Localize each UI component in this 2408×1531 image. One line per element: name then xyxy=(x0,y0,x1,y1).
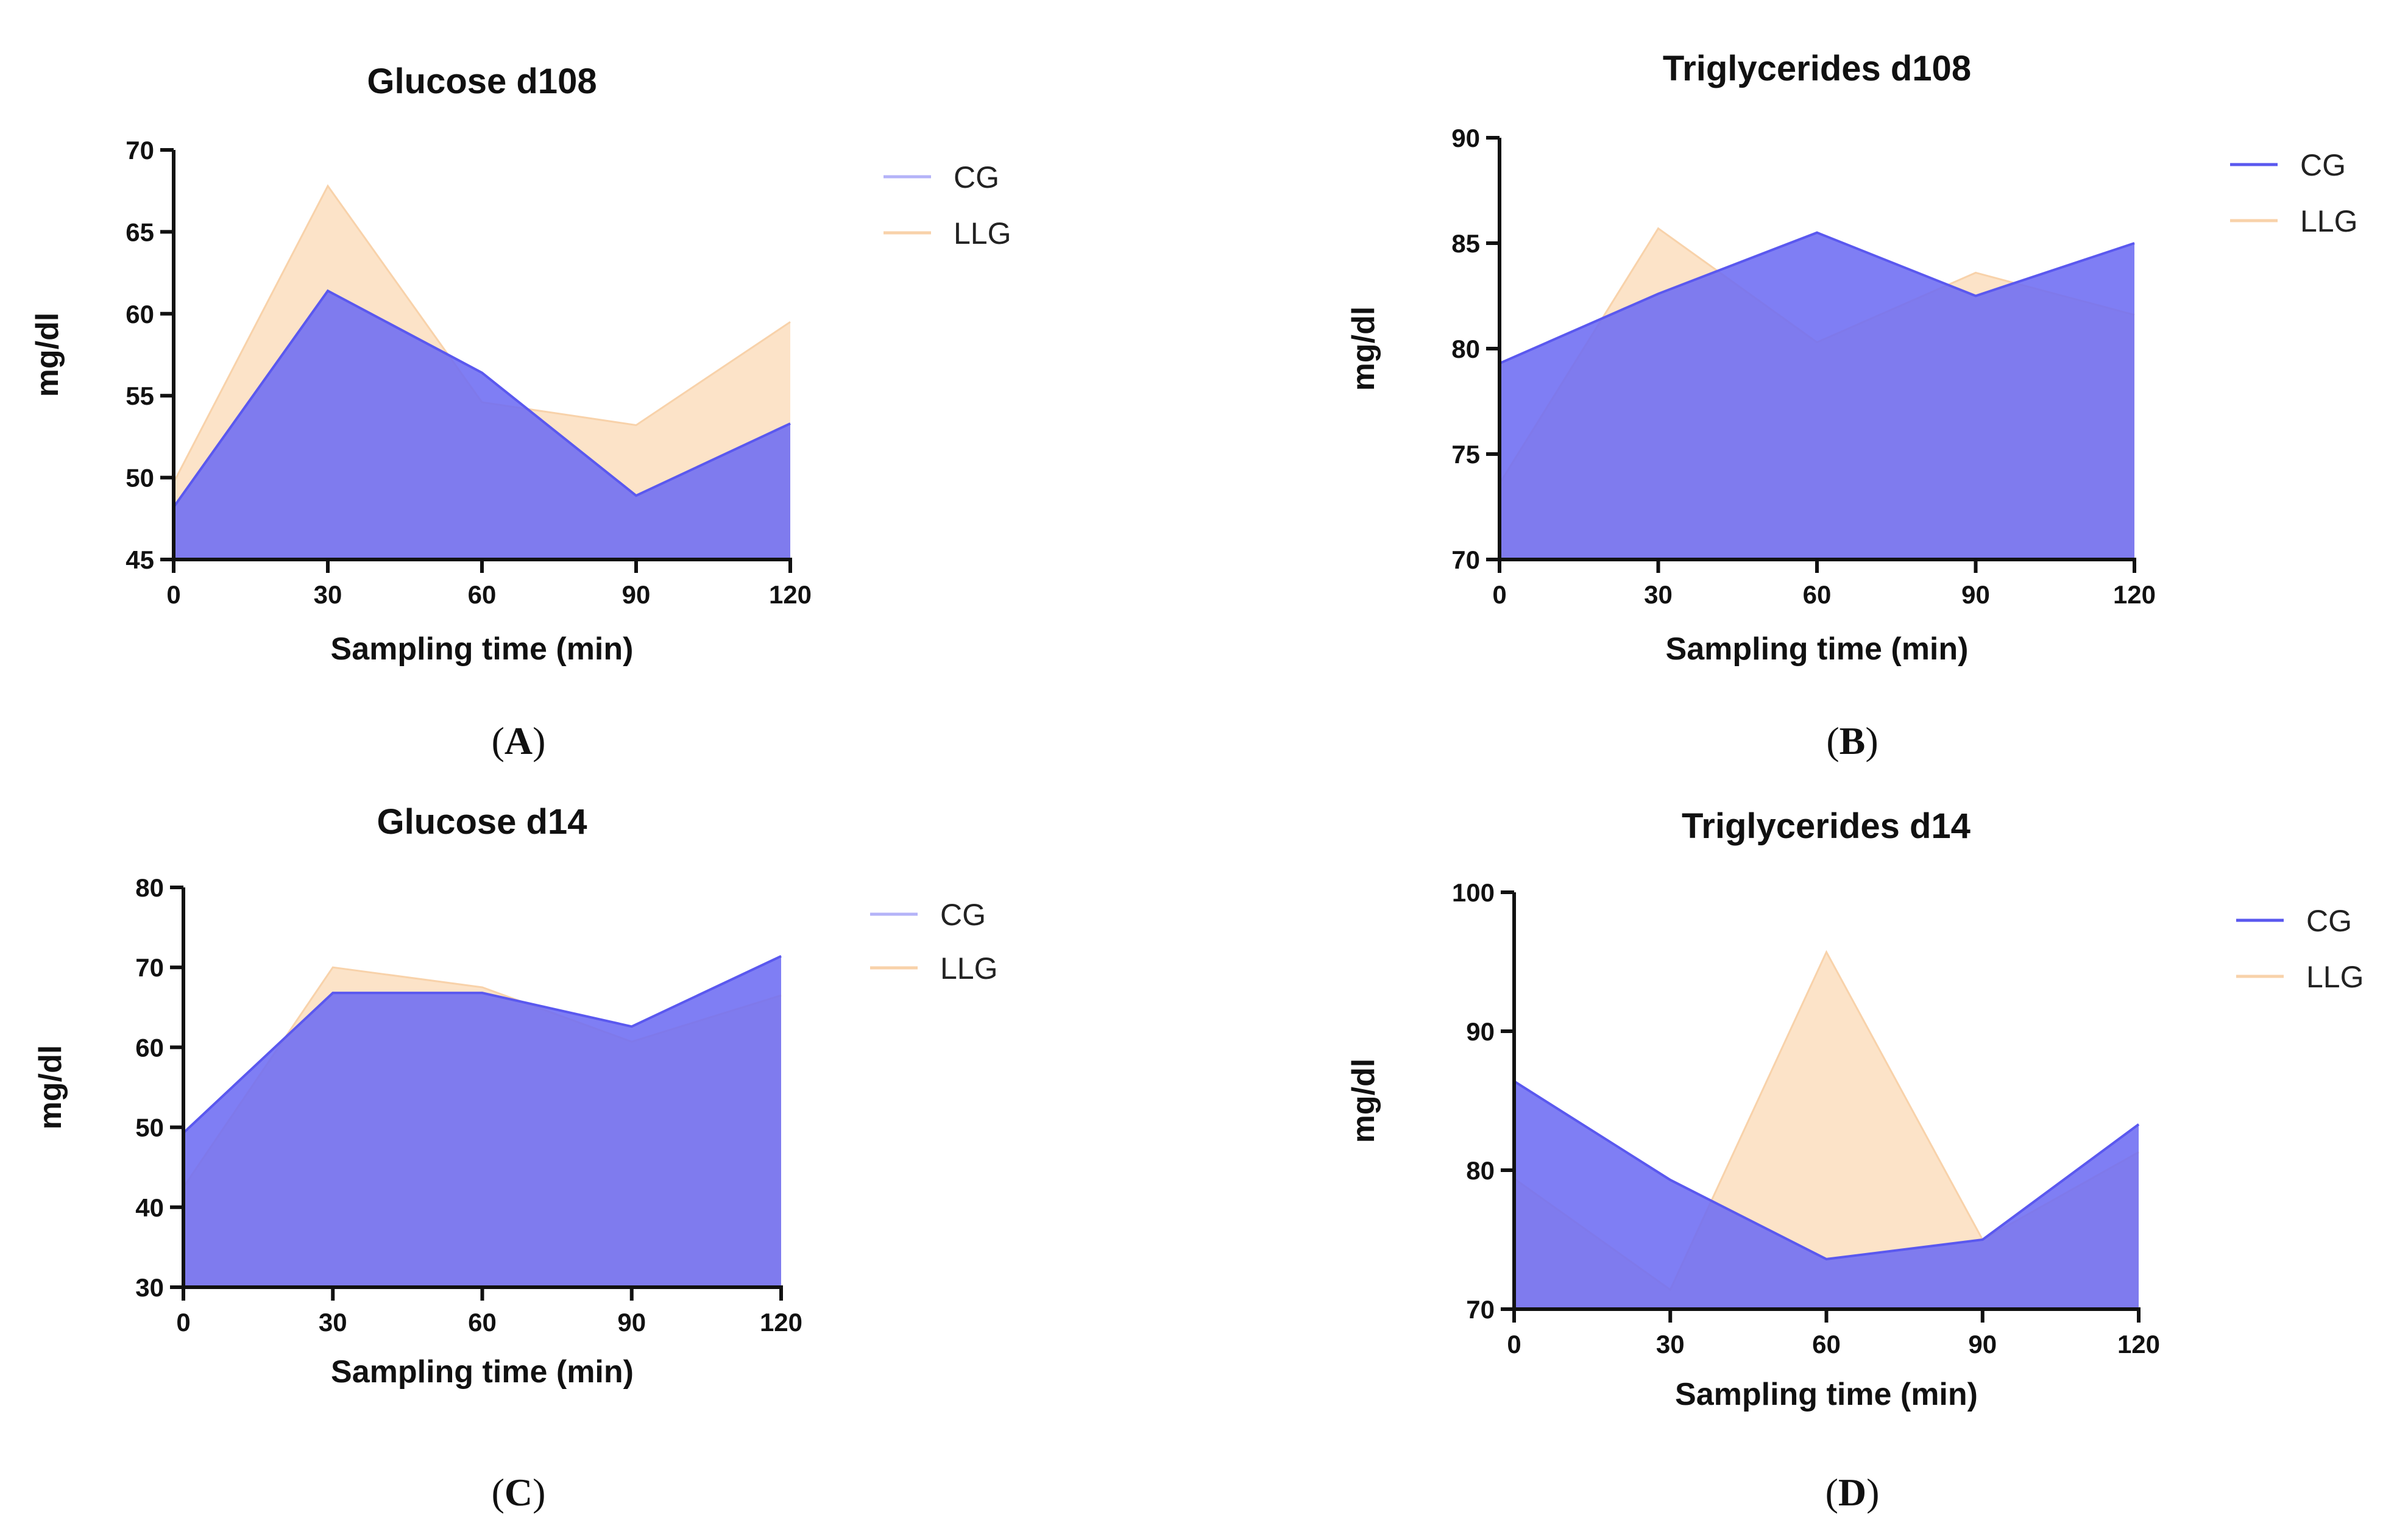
series-line-cg xyxy=(182,955,782,1134)
chart-panel-d: 70 80 90 100 0 30 60 90 120 Triglycerides d14 Samp… xyxy=(1346,806,2364,1514)
x-tick-label: 90 xyxy=(1968,1330,1997,1359)
y-tick-label: 65 xyxy=(126,218,154,246)
x-axis-title: Sampling time (min) xyxy=(1666,631,1969,667)
chart-title: Glucose d14 xyxy=(377,802,587,842)
series-area-cg xyxy=(1500,232,2134,559)
series-line-cg xyxy=(172,289,791,508)
y-tick-label: 100 xyxy=(1452,878,1495,907)
legend-label-cg: CG xyxy=(2306,904,2352,938)
x-tick-label: 120 xyxy=(769,580,812,609)
y-tick-label: 50 xyxy=(126,464,154,492)
y-tick-label: 60 xyxy=(126,300,154,329)
y-tick-label: 80 xyxy=(1451,335,1480,363)
x-tick-label: 30 xyxy=(319,1308,347,1337)
x-tick-label: 60 xyxy=(1803,580,1832,609)
x-tick-label: 120 xyxy=(2113,580,2156,609)
x-tick-label: 60 xyxy=(1812,1330,1841,1359)
panel-label-letter: B xyxy=(1840,719,1866,762)
y-tick-label: 60 xyxy=(135,1033,164,1062)
panel-label-open-paren: ( xyxy=(492,719,505,762)
x-tick-label: 30 xyxy=(314,580,342,609)
y-axis-title: mg/dl xyxy=(30,313,65,397)
panel-label-close-paren: ) xyxy=(533,1471,545,1514)
panel-label-close-paren: ) xyxy=(1865,719,1878,762)
y-tick-label: 40 xyxy=(135,1193,164,1222)
panel-label: (A) xyxy=(492,719,546,762)
panel-label-open-paren: ( xyxy=(1825,1471,1838,1514)
series-area-cg xyxy=(1514,1081,2139,1309)
legend-label-cg: CG xyxy=(2300,148,2346,182)
panel-label-open-paren: ( xyxy=(492,1471,505,1514)
y-tick-label: 70 xyxy=(135,953,164,982)
x-axis-title: Sampling time (min) xyxy=(331,631,634,667)
y-tick-label: 85 xyxy=(1451,229,1480,258)
series-area-llg xyxy=(1514,952,2139,1309)
y-tick-label: 75 xyxy=(1451,440,1480,469)
legend-label-cg: CG xyxy=(940,898,986,932)
chart-panel-a: 45 50 55 60 65 70 0 30 60 90 120 Glucose d108 Sampli… xyxy=(30,62,1011,762)
x-tick-label: 30 xyxy=(1656,1330,1685,1359)
legend-label-llg: LLG xyxy=(954,216,1011,250)
legend-label-llg: LLG xyxy=(940,951,998,986)
y-tick-label: 45 xyxy=(126,545,154,574)
x-tick-label: 60 xyxy=(468,580,497,609)
y-tick-label: 70 xyxy=(126,136,154,165)
series-area-cg xyxy=(174,291,790,559)
y-tick-label: 50 xyxy=(135,1114,164,1142)
panel-label-letter: A xyxy=(505,719,533,762)
chart-title: Triglycerides d14 xyxy=(1682,806,1971,846)
y-tick-label: 70 xyxy=(1451,545,1480,574)
x-tick-label: 0 xyxy=(176,1308,190,1337)
x-tick-label: 90 xyxy=(617,1308,646,1337)
x-tick-label: 120 xyxy=(2117,1330,2160,1359)
x-tick-label: 0 xyxy=(1492,580,1506,609)
x-axis-title: Sampling time (min) xyxy=(331,1354,634,1390)
panel-label-close-paren: ) xyxy=(533,719,545,762)
chart-title: Triglycerides d108 xyxy=(1663,49,1971,88)
legend-label-llg: LLG xyxy=(2306,960,2364,994)
y-axis-title: mg/dl xyxy=(33,1045,68,1130)
series-line-cg xyxy=(1513,1080,2140,1260)
chart-title: Glucose d108 xyxy=(367,62,597,101)
x-axis-title: Sampling time (min) xyxy=(1675,1377,1978,1412)
series-area-cg xyxy=(183,956,781,1287)
y-tick-label: 80 xyxy=(135,873,164,902)
y-tick-label: 90 xyxy=(1451,124,1480,152)
x-tick-label: 120 xyxy=(760,1308,802,1337)
series-line-cg xyxy=(1499,231,2135,365)
x-tick-label: 60 xyxy=(468,1308,497,1337)
x-tick-label: 30 xyxy=(1644,580,1673,609)
y-tick-label: 80 xyxy=(1466,1156,1495,1185)
panel-label: (C) xyxy=(492,1471,546,1514)
panel-label-open-paren: ( xyxy=(1826,719,1839,762)
y-axis-title: mg/dl xyxy=(1346,307,1381,391)
y-axis-title: mg/dl xyxy=(1346,1059,1381,1143)
legend-label-cg: CG xyxy=(954,160,999,194)
chart-panel-b: 70 75 80 85 90 0 30 60 90 120 Triglycerides d108 Sa… xyxy=(1346,49,2358,762)
panel-label-letter: D xyxy=(1838,1471,1866,1514)
panel-label-close-paren: ) xyxy=(1866,1471,1879,1514)
x-tick-label: 0 xyxy=(166,580,180,609)
panel-label-letter: C xyxy=(505,1471,533,1514)
y-tick-label: 55 xyxy=(126,382,154,410)
y-tick-label: 70 xyxy=(1466,1295,1495,1324)
panel-label: (D) xyxy=(1825,1471,1880,1514)
chart-panel-c: 30 40 50 60 70 80 0 30 60 90 120 Glucose d14 Samplin… xyxy=(33,802,998,1514)
legend-label-llg: LLG xyxy=(2300,204,2358,238)
x-tick-label: 90 xyxy=(1961,580,1990,609)
panel-label: (B) xyxy=(1826,719,1878,762)
x-tick-label: 0 xyxy=(1507,1330,1521,1359)
x-tick-label: 90 xyxy=(622,580,651,609)
y-tick-label: 30 xyxy=(135,1273,164,1302)
y-tick-label: 90 xyxy=(1466,1017,1495,1046)
